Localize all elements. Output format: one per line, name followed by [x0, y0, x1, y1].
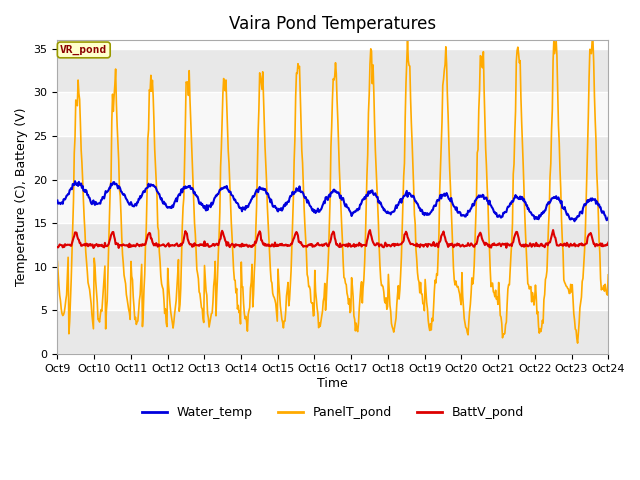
Bar	[58, 93, 608, 136]
Y-axis label: Temperature (C), Battery (V): Temperature (C), Battery (V)	[15, 108, 28, 287]
Text: VR_pond: VR_pond	[60, 45, 108, 55]
Title: Vaira Pond Temperatures: Vaira Pond Temperatures	[229, 15, 436, 33]
Bar	[58, 180, 608, 223]
Bar	[58, 136, 608, 180]
X-axis label: Time: Time	[317, 377, 348, 390]
Bar	[58, 49, 608, 93]
Bar	[58, 223, 608, 267]
Bar	[58, 311, 608, 354]
Legend: Water_temp, PanelT_pond, BattV_pond: Water_temp, PanelT_pond, BattV_pond	[136, 401, 529, 424]
Bar	[58, 267, 608, 311]
